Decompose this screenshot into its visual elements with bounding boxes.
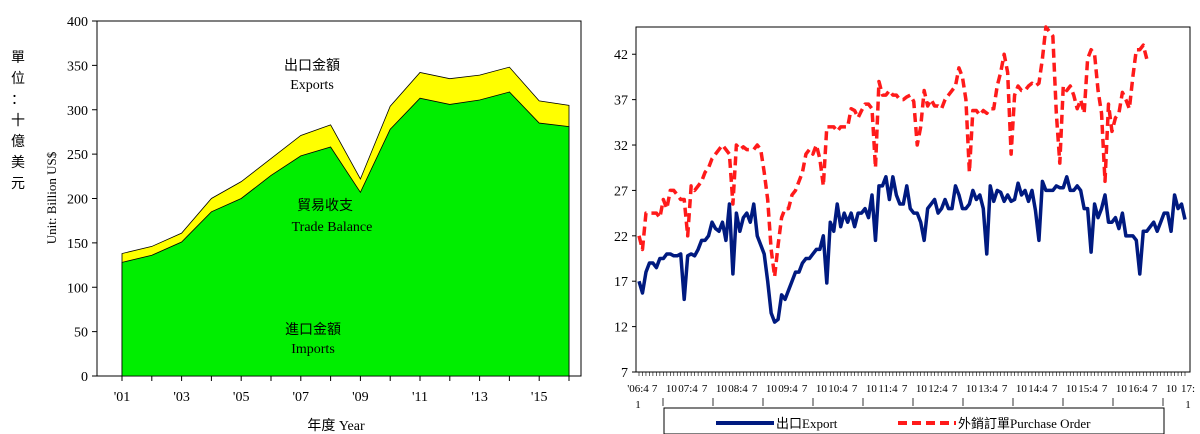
right-x-tick-label: 11:4 bbox=[878, 383, 898, 395]
right-x-tick-label: 7 bbox=[702, 383, 708, 395]
left-y-tick-label: 400 bbox=[67, 15, 88, 30]
right-x-tick-label: 10 bbox=[966, 383, 978, 395]
right-x-tick-label: 12:4 bbox=[928, 383, 948, 395]
right-y-tick-label: 37 bbox=[614, 94, 628, 109]
imports-area bbox=[121, 91, 570, 377]
annotation-imports-zh: 進口金額 bbox=[285, 322, 341, 338]
x-axis-title: 年度 Year bbox=[307, 418, 365, 434]
legend: 出口Export 外銷訂單Purchase Order bbox=[663, 407, 1165, 434]
right-y-tick-label: 42 bbox=[614, 48, 628, 63]
legend-label-export: 出口Export bbox=[776, 416, 838, 431]
legend-label-order: 外銷訂單Purchase Order bbox=[958, 416, 1091, 431]
right-y-tick-label: 32 bbox=[614, 139, 628, 154]
right-x-tick-label: 10 bbox=[766, 383, 778, 395]
annotation-balance-zh: 貿易收支 bbox=[297, 198, 353, 214]
right-x-tick-label: 1 bbox=[635, 399, 641, 411]
right-x-tick-label: 7 bbox=[752, 383, 758, 395]
right-x-tick-label: 7 bbox=[902, 383, 908, 395]
y-label-chinese-char: 位 bbox=[11, 71, 25, 87]
right-x-tick-label: 10 bbox=[816, 383, 828, 395]
y-label-chinese-char: 億 bbox=[11, 134, 25, 150]
left-x-tick-label: '13 bbox=[471, 390, 488, 405]
left-x-tick-label: '03 bbox=[173, 390, 190, 405]
right-x-tick-label: 7 bbox=[802, 383, 808, 395]
right-x-tick-label: 10 bbox=[916, 383, 928, 395]
right-x-tick-label: 10 bbox=[1016, 383, 1028, 395]
right-y-tick-label: 12 bbox=[614, 321, 628, 336]
y-label-english: Unit: Billion US$ bbox=[44, 151, 59, 244]
left-x-tick-label: '07 bbox=[293, 390, 310, 405]
left-y-tick-label: 0 bbox=[81, 370, 88, 385]
right-x-tick-label: 15:4 bbox=[1078, 383, 1098, 395]
right-x-tick-label: 13:4 bbox=[978, 383, 998, 395]
left-y-axis: 0 50 100 150 200 250 300 350 400 bbox=[67, 15, 97, 385]
right-y-tick-label: 22 bbox=[614, 230, 628, 245]
right-x-tick-label: 10:4 bbox=[828, 383, 848, 395]
right-x-tick-label: 10 bbox=[1116, 383, 1128, 395]
right-x-tick-label: 7 bbox=[852, 383, 858, 395]
y-label-chinese-char: 元 bbox=[11, 177, 25, 192]
left-y-tick-label: 350 bbox=[67, 59, 88, 74]
right-x-tick-label: 7 bbox=[1102, 383, 1108, 395]
left-area-series bbox=[121, 66, 570, 377]
right-x-tick-label: 10 bbox=[716, 383, 728, 395]
annotation-imports-en: Imports bbox=[291, 342, 335, 357]
right-y-tick-label: 17 bbox=[614, 275, 628, 290]
left-x-tick-label: '01 bbox=[114, 390, 131, 405]
right-x-tick-label: 7 bbox=[1152, 383, 1158, 395]
right-x-tick-label: 10 bbox=[866, 383, 878, 395]
right-x-tick-label: 17: bbox=[1181, 383, 1195, 395]
y-label-chinese-char: 美 bbox=[11, 155, 25, 171]
y-label-chinese-char: ： bbox=[11, 93, 25, 108]
left-x-tick-label: '05 bbox=[233, 390, 250, 405]
left-y-tick-label: 250 bbox=[67, 148, 88, 163]
left-x-tick-label: '15 bbox=[531, 390, 548, 405]
right-x-tick-label: 7 bbox=[952, 383, 958, 395]
right-line-series bbox=[637, 25, 1187, 324]
right-x-tick-label: 14:4 bbox=[1028, 383, 1048, 395]
left-y-tick-label: 300 bbox=[67, 104, 88, 119]
purchase-order-line bbox=[637, 25, 1149, 279]
right-y-axis: 7 12 17 22 27 32 37 42 bbox=[614, 48, 636, 381]
annotation-balance-en: Trade Balance bbox=[292, 220, 373, 235]
right-y-tick-label: 7 bbox=[621, 366, 628, 381]
right-y-tick-label: 27 bbox=[614, 184, 628, 199]
right-x-tick-label: '06:4 bbox=[627, 383, 649, 395]
left-y-tick-label: 100 bbox=[67, 281, 88, 296]
annotation-exports-zh: 出口金額 bbox=[284, 58, 340, 74]
right-x-tick-label: 09:4 bbox=[778, 383, 798, 395]
right-x-tick-label: 10 bbox=[1166, 383, 1178, 395]
y-label-chinese-char: 十 bbox=[11, 113, 25, 129]
right-x-tick-label: 7 bbox=[1052, 383, 1058, 395]
y-label-chinese-char: 單 bbox=[11, 51, 25, 66]
right-x-tick-label: 08:4 bbox=[728, 383, 748, 395]
left-y-tick-label: 200 bbox=[67, 193, 88, 208]
right-x-tick-label: 7 bbox=[1002, 383, 1008, 395]
left-x-axis: '01 '03 '05 '07 '09 '11 '13 '15 bbox=[114, 376, 570, 405]
annotation-exports-en: Exports bbox=[290, 78, 334, 93]
left-y-tick-label: 50 bbox=[74, 326, 88, 341]
left-x-tick-label: '09 bbox=[352, 390, 369, 405]
right-x-tick-label: 1 bbox=[1185, 399, 1191, 411]
left-x-tick-label: '11 bbox=[412, 390, 428, 405]
right-x-tick-label: 10 bbox=[1066, 383, 1078, 395]
export-line bbox=[637, 175, 1187, 324]
right-plot-frame bbox=[635, 26, 1191, 373]
right-x-tick-label: 7 bbox=[652, 383, 658, 395]
right-x-tick-label: 10 bbox=[666, 383, 678, 395]
area-chart: 0 50 100 150 200 250 300 350 400 '01 '03 '05 '07 '09… bbox=[11, 15, 582, 434]
right-x-tick-label: 07:4 bbox=[678, 383, 698, 395]
right-x-axis: '06:4 7 10 07:4 7 10 08:4 7 10 09:4 7 10 10:4 7 10 11:4… bbox=[627, 372, 1195, 411]
left-y-tick-label: 150 bbox=[67, 237, 88, 252]
right-x-tick-label: 16:4 bbox=[1128, 383, 1148, 395]
